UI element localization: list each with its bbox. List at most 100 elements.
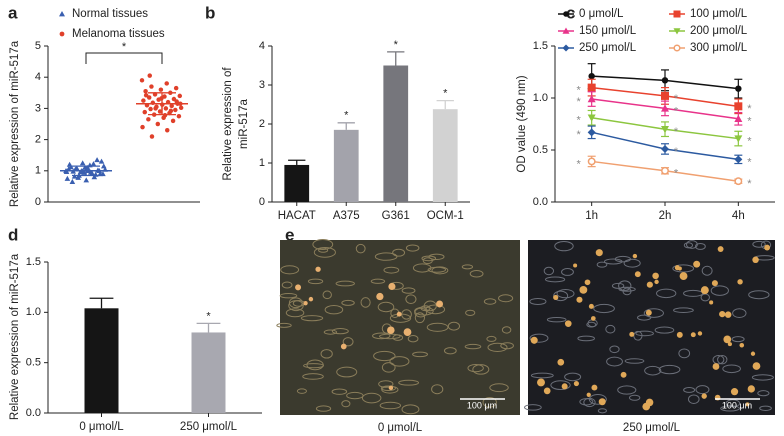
cell <box>609 345 620 354</box>
cell-bright <box>543 387 551 395</box>
marker <box>98 158 105 164</box>
y-tick-label: 0 <box>35 196 41 208</box>
cell <box>281 281 293 289</box>
cell <box>426 322 449 332</box>
significance-label: * <box>577 85 582 97</box>
marker <box>587 128 596 137</box>
cell <box>405 244 420 252</box>
cell <box>302 373 324 380</box>
cell <box>543 266 555 276</box>
cell <box>276 322 292 328</box>
y-tick-label: 0.5 <box>533 144 548 156</box>
y-axis-label: miR-517a <box>238 98 250 148</box>
cell <box>370 278 386 284</box>
legend-label: 200 μmol/L <box>690 25 748 37</box>
cell-bright <box>576 296 583 303</box>
cell <box>658 364 681 375</box>
cell-bright <box>723 335 732 344</box>
marker <box>173 85 179 91</box>
y-tick-label: 1.0 <box>533 92 548 104</box>
marker <box>143 89 148 94</box>
y-tick-label: 4 <box>259 40 265 52</box>
cell <box>412 351 428 358</box>
scale-bar-label: 100 μm <box>722 400 752 410</box>
cell-bright <box>745 402 750 407</box>
cell <box>469 270 484 278</box>
cell-bright <box>530 336 538 344</box>
cell <box>377 301 395 313</box>
y-tick-label: 2 <box>259 118 265 130</box>
x-tick-label: 4h <box>732 210 745 222</box>
x-tick-label: 2h <box>659 210 672 222</box>
marker <box>173 107 178 113</box>
y-tick-label: 1.0 <box>26 306 41 318</box>
marker <box>71 173 78 179</box>
marker <box>562 27 570 34</box>
cell <box>279 293 298 299</box>
cell-bright <box>674 265 680 271</box>
cell-bright <box>652 272 659 280</box>
y-tick-label: 1 <box>35 165 41 177</box>
marker <box>562 44 570 52</box>
legend-label: 150 μmol/L <box>579 25 637 37</box>
cell <box>381 362 396 373</box>
cell <box>360 297 371 308</box>
cell-bright <box>654 279 659 285</box>
cell-bright <box>537 378 545 387</box>
cell-bright <box>646 281 653 288</box>
y-tick-label: 0.0 <box>26 407 41 419</box>
marker <box>155 121 161 127</box>
cell <box>405 294 417 304</box>
marker <box>588 72 595 80</box>
cell <box>312 239 334 250</box>
y-tick-label: 0 <box>259 196 265 208</box>
cell <box>561 267 574 276</box>
cell <box>605 324 616 334</box>
panel-letter: a <box>8 3 18 22</box>
cell <box>336 366 358 378</box>
marker <box>168 108 174 114</box>
significance-label: * <box>674 168 679 180</box>
cell <box>322 290 332 300</box>
cell <box>603 258 623 265</box>
cell-bright <box>717 246 724 252</box>
micrograph <box>280 240 520 415</box>
cell-bright <box>591 384 598 391</box>
cell <box>341 299 355 306</box>
cell <box>285 308 305 318</box>
cell <box>687 394 700 404</box>
marker <box>734 135 743 143</box>
y-axis-label: Relative expression of miR-517a <box>9 253 21 420</box>
cell <box>324 305 344 315</box>
marker <box>735 85 742 92</box>
marker <box>149 134 155 139</box>
significance-label: * <box>206 310 211 322</box>
significance-label: * <box>344 110 349 122</box>
bar <box>191 332 226 413</box>
cell <box>529 297 547 305</box>
y-tick-label: 5 <box>35 40 41 52</box>
marker <box>661 104 669 112</box>
cell-bright <box>752 256 759 264</box>
cell <box>482 396 497 408</box>
cell <box>447 321 461 331</box>
y-tick-label: 3 <box>259 79 265 91</box>
cell <box>628 394 641 401</box>
cell <box>383 266 400 274</box>
marker <box>164 81 169 86</box>
cell-bright <box>632 253 638 259</box>
cell-bright <box>727 342 732 347</box>
cell <box>686 240 698 249</box>
cell-bright <box>645 398 654 407</box>
cell-bright <box>588 303 594 309</box>
cell <box>414 312 426 324</box>
cell <box>722 364 741 374</box>
cell-bright <box>752 362 761 370</box>
cell <box>550 380 571 391</box>
cell <box>373 350 396 362</box>
cell-bright <box>747 385 755 393</box>
marker <box>178 105 184 111</box>
marker <box>94 157 100 163</box>
cell <box>579 398 594 406</box>
marker <box>59 11 65 17</box>
